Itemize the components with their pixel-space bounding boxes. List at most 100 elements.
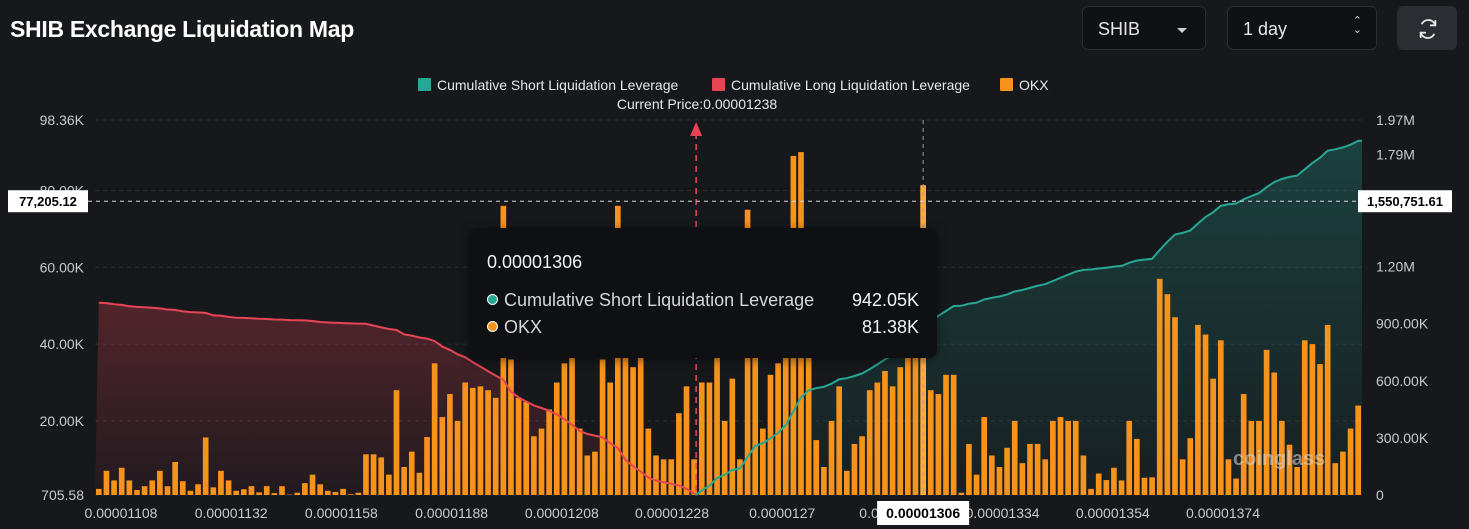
crosshair-right-label: 1,550,751.61	[1367, 194, 1443, 209]
okx-bar	[1164, 294, 1171, 495]
okx-bar	[1172, 317, 1178, 495]
okx-bar	[1256, 420, 1262, 495]
legend-label: Cumulative Short Liquidation Leverage	[437, 77, 678, 93]
okx-bar	[714, 305, 720, 495]
x-axis-tick: 0.00001158	[305, 505, 378, 521]
okx-bar	[813, 440, 820, 495]
okx-bar	[729, 378, 736, 495]
okx-bar	[1225, 459, 1232, 495]
okx-bar	[989, 455, 995, 495]
okx-bar	[1286, 444, 1293, 495]
okx-bar	[317, 484, 323, 495]
okx-bar	[515, 397, 522, 495]
okx-bar	[889, 386, 896, 495]
legend-label: Cumulative Long Liquidation Leverage	[731, 77, 970, 93]
okx-bar	[691, 459, 697, 495]
okx-bar	[1233, 478, 1239, 495]
okx-bar	[1179, 459, 1186, 495]
okx-bar	[279, 486, 285, 495]
refresh-icon	[1419, 19, 1437, 39]
x-axis-tick: 0.00001208	[525, 505, 599, 521]
okx-bar	[843, 470, 850, 495]
okx-bar	[622, 344, 629, 495]
okx-bar	[1240, 394, 1247, 495]
okx-bar	[1324, 324, 1331, 495]
okx-bar	[485, 390, 491, 495]
okx-bar	[134, 490, 140, 495]
okx-bar	[630, 367, 636, 495]
okx-bar	[386, 474, 392, 495]
okx-bar	[1088, 488, 1094, 495]
okx-bar	[859, 436, 865, 495]
okx-bar	[187, 490, 194, 495]
legend-swatch[interactable]	[1000, 78, 1013, 91]
left-axis-tick: 705.58	[41, 487, 84, 503]
okx-bar	[828, 420, 835, 495]
okx-bar	[637, 351, 644, 495]
okx-bar	[1210, 378, 1216, 495]
long-liquidation-line	[98, 301, 697, 496]
page-title: SHIB Exchange Liquidation Map	[10, 16, 354, 42]
okx-bar	[248, 486, 255, 495]
right-axis-tick: 0	[1376, 487, 1384, 503]
time-range-select[interactable]: 1 day ⌃ ⌄	[1227, 6, 1377, 50]
coin-select[interactable]: SHIB	[1082, 6, 1206, 50]
crosshair-left-tag	[8, 190, 88, 213]
okx-bar	[1301, 340, 1308, 495]
okx-bar	[241, 489, 247, 495]
okx-bar	[1141, 477, 1148, 495]
okx-bar	[782, 305, 789, 495]
okx-bar	[935, 394, 942, 495]
okx-bar	[401, 466, 407, 495]
okx-bar	[1011, 420, 1018, 495]
crosshair-x-label: 0.00001306	[886, 505, 960, 521]
current-price-arrow-icon	[690, 122, 703, 136]
tooltip-okx-dot	[487, 321, 498, 332]
okx-bar	[1187, 438, 1194, 495]
okx-bar	[1294, 466, 1300, 495]
tooltip-short-label: Cumulative Short Liquidation Leverage	[504, 290, 815, 310]
okx-bar	[370, 454, 377, 495]
crosshair-x-tag	[877, 501, 970, 525]
legend-swatch[interactable]	[712, 78, 725, 91]
okx-bar	[653, 455, 659, 495]
refresh-button[interactable]	[1397, 6, 1457, 50]
okx-bar	[447, 394, 453, 495]
okx-bar	[309, 474, 316, 495]
okx-bar	[836, 386, 842, 495]
short-liquidation-line	[695, 139, 1362, 496]
okx-bar	[1080, 455, 1087, 495]
tooltip-short-dot	[487, 294, 498, 305]
okx-bar	[958, 492, 965, 495]
okx-bar	[569, 344, 575, 495]
x-axis-tick: 0.00001334	[966, 505, 1040, 521]
right-axis-tick: 300.00K	[1376, 430, 1429, 446]
coinglass-watermark: coinglass	[1233, 448, 1326, 470]
okx-bar	[546, 409, 552, 495]
okx-bar	[775, 363, 781, 495]
legend-swatch[interactable]	[418, 78, 431, 91]
okx-bar	[981, 417, 988, 495]
okx-bar	[683, 386, 690, 495]
okx-bar	[1332, 463, 1339, 495]
right-axis-tick: 600.00K	[1376, 373, 1429, 389]
okx-bar	[218, 470, 224, 495]
okx-bar	[1263, 349, 1270, 495]
okx-bar	[866, 390, 873, 495]
okx-bar	[416, 472, 423, 495]
okx-bar	[599, 359, 606, 495]
okx-bar	[1195, 324, 1201, 495]
okx-bar	[202, 437, 209, 495]
okx-bar	[454, 420, 461, 495]
tooltip-okx-value: 81.38K	[861, 317, 919, 337]
okx-bar	[1248, 420, 1255, 495]
x-axis-tick: 0.0000127	[749, 505, 815, 521]
x-axis-tick: 0.00001188	[415, 505, 488, 521]
okx-bar	[1355, 405, 1362, 495]
okx-bar	[431, 363, 438, 495]
crosshair-left-label: 77,205.12	[19, 194, 77, 209]
time-range-value: 1 day	[1243, 19, 1288, 39]
okx-bar	[1111, 467, 1117, 495]
tooltip-okx-label: OKX	[504, 317, 543, 337]
